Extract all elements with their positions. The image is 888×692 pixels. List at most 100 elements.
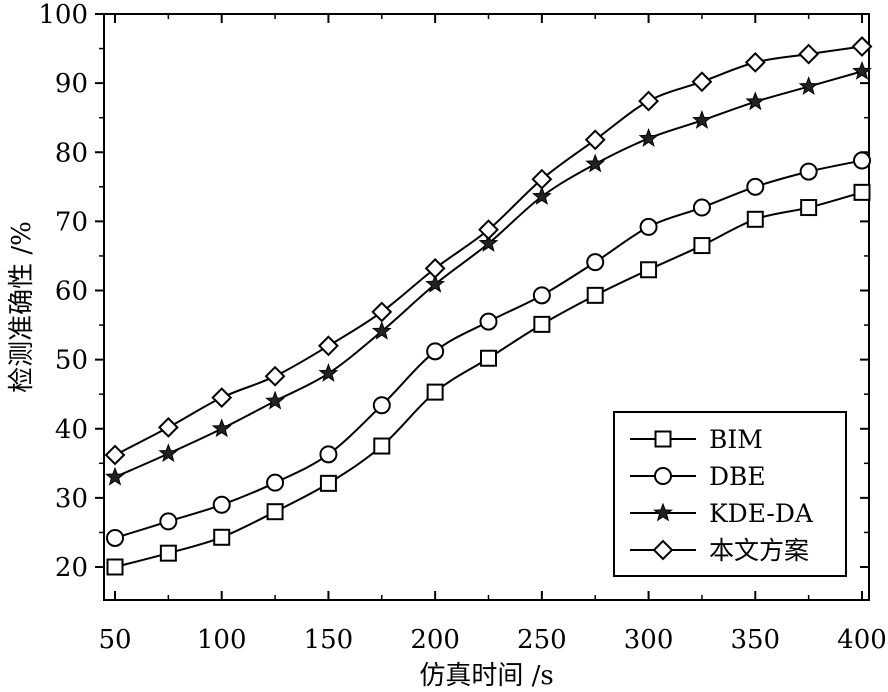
data-point (426, 383, 444, 401)
y-tick-label: 60 (55, 277, 88, 307)
y-axis-label: 检测准确性 /% (7, 221, 37, 393)
axes: 50 100 150 200 250 300 350 400 20 30 40 50 60 70 80 90 1… (38, 0, 886, 655)
legend-label: KDE-DA (709, 499, 814, 528)
data-point (798, 76, 819, 96)
data-point (266, 473, 285, 492)
data-point (106, 558, 124, 576)
data-point (480, 349, 497, 367)
data-point (211, 418, 232, 438)
data-point (533, 315, 551, 333)
data-point (586, 253, 605, 272)
data-point (371, 320, 392, 340)
data-point (212, 495, 231, 514)
x-tick-label: 100 (197, 625, 247, 655)
y-tick-label: 70 (55, 207, 88, 237)
legend-item: 本文方案 (630, 536, 809, 565)
data-point (266, 503, 284, 521)
data-point (319, 445, 338, 464)
data-point (372, 396, 391, 415)
data-point (853, 183, 871, 201)
data-point (425, 273, 446, 293)
data-point (319, 474, 337, 492)
data-point (640, 261, 658, 279)
data-point (851, 36, 873, 57)
data-point (424, 257, 446, 279)
x-tick-label: 300 (624, 625, 674, 655)
data-point (158, 443, 179, 463)
data-point (106, 528, 124, 547)
data-point (159, 512, 178, 531)
legend-marker (652, 539, 674, 561)
data-point (693, 237, 711, 255)
data-point (584, 129, 606, 151)
y-tick-label: 20 (55, 553, 88, 583)
data-point (532, 286, 551, 305)
data-point (478, 219, 499, 241)
data-point (745, 91, 766, 111)
x-tick-label: 50 (98, 625, 131, 655)
legend-item: KDE-DA (630, 499, 814, 528)
data-point (265, 390, 285, 410)
y-tick-label: 80 (55, 138, 88, 168)
legend-label: 本文方案 (709, 536, 809, 565)
data-point (638, 90, 659, 112)
data-point (531, 186, 552, 205)
x-tick-label: 250 (517, 625, 567, 655)
data-point (692, 198, 711, 217)
data-point (159, 544, 177, 562)
series-4 (104, 36, 873, 466)
data-point (104, 444, 126, 466)
data-point (798, 43, 820, 65)
data-point (746, 210, 764, 228)
x-tick-label: 200 (410, 625, 460, 655)
data-point (531, 168, 553, 190)
data-point (105, 466, 125, 486)
x-tick-label: 400 (837, 625, 887, 655)
x-tick-label: 350 (730, 625, 780, 655)
data-point (800, 199, 818, 217)
legend-label: DBE (709, 462, 766, 491)
data-point (479, 312, 498, 331)
plot-frame (103, 13, 870, 601)
data-point (213, 528, 231, 546)
y-tick-label: 100 (38, 0, 88, 30)
data-point (853, 151, 871, 170)
data-point (691, 71, 713, 93)
series-3 (105, 60, 872, 486)
y-tick-label: 90 (55, 69, 88, 99)
x-tick-label: 150 (304, 625, 354, 655)
data-point (746, 177, 765, 196)
data-point (744, 51, 766, 73)
data-point (478, 233, 499, 252)
legend-item: DBE (630, 462, 766, 491)
data-point (371, 301, 393, 323)
legend-item: BIM (630, 425, 763, 454)
legend-marker (654, 467, 672, 485)
y-tick-label: 40 (55, 415, 88, 445)
data-point (426, 342, 445, 361)
data-point (157, 416, 179, 438)
series-layer (104, 36, 873, 576)
data-point (639, 217, 658, 236)
data-point (638, 128, 659, 147)
legend-label: BIM (709, 425, 763, 454)
x-axis-label: 仿真时间 /s (419, 661, 553, 691)
y-tick-label: 50 (55, 346, 88, 376)
series-1 (106, 183, 871, 576)
data-point (799, 162, 818, 181)
data-point (852, 60, 872, 80)
data-point (586, 286, 604, 304)
data-point (585, 153, 606, 173)
series-2 (106, 151, 871, 547)
data-point (211, 387, 233, 409)
data-point (264, 365, 286, 387)
legend-marker (653, 502, 673, 522)
data-point (318, 335, 339, 357)
data-point (318, 363, 339, 382)
y-tick-label: 30 (55, 484, 88, 514)
data-point (373, 437, 391, 455)
data-point (692, 110, 712, 129)
legend: BIM DBE KDE-DA 本文方案 (613, 411, 847, 577)
legend-marker (654, 430, 672, 448)
